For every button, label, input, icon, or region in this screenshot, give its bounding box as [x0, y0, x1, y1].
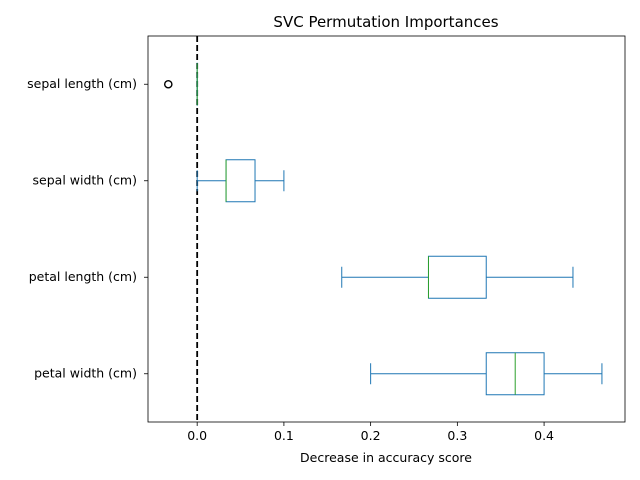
y-tick-label-petal-length-cm: petal length (cm) [29, 269, 137, 284]
x-tick-label-3: 0.3 [447, 428, 467, 443]
plot-frame [147, 35, 626, 423]
outlier-sepal-length-cm-0 [163, 79, 173, 89]
y-tick-label-sepal-length-cm: sepal length (cm) [27, 76, 137, 91]
plot-area: sepal length (cm) sepal width (cm) petal l… [27, 35, 626, 443]
y-tick-label-sepal-width-cm: sepal width (cm) [33, 172, 137, 187]
y-tick-label-petal-width-cm: petal width (cm) [34, 365, 137, 380]
x-axis-label: Decrease in accuracy score [300, 450, 472, 465]
x-tick-label-0: 0.0 [187, 428, 207, 443]
x-tick-label-1: 0.1 [274, 428, 294, 443]
chart-title: SVC Permutation Importances [273, 13, 498, 31]
x-tick-label-4: 0.4 [534, 428, 554, 443]
x-tick-label-2: 0.2 [361, 428, 381, 443]
